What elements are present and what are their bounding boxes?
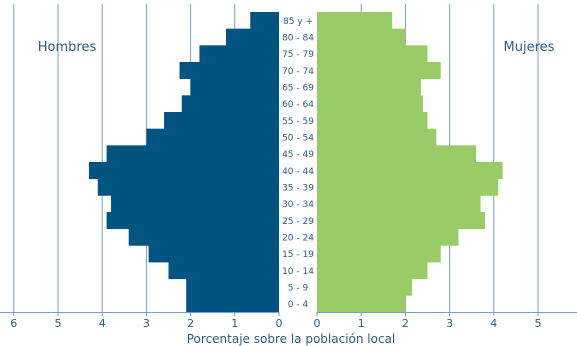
bar-hombres-5 xyxy=(106,212,280,230)
x-tick-label-right: 3 xyxy=(446,317,453,330)
bar-mujeres-5 xyxy=(317,212,485,230)
age-group-label: 30 - 34 xyxy=(282,200,314,210)
bar-hombres-15 xyxy=(199,45,279,63)
x-tick-label-right: 2 xyxy=(402,317,409,330)
x-tick-label-right: 0 xyxy=(314,317,321,330)
bar-mujeres-15 xyxy=(317,45,428,63)
bar-mujeres-9 xyxy=(317,145,477,163)
x-tick-label-right: 5 xyxy=(535,317,542,330)
bar-mujeres-10 xyxy=(317,128,437,146)
bar-hombres-14 xyxy=(179,62,279,80)
bar-mujeres-14 xyxy=(317,62,441,80)
bar-mujeres-16 xyxy=(317,28,406,46)
bar-hombres-8 xyxy=(88,162,279,180)
bar-hombres-10 xyxy=(146,128,279,146)
x-tick-label-left: 2 xyxy=(187,317,194,330)
bar-hombres-4 xyxy=(128,228,279,246)
legend-hombres: Hombres xyxy=(38,40,97,55)
bar-hombres-7 xyxy=(97,178,279,196)
age-group-label: 85 y + xyxy=(283,17,313,27)
bar-hombres-9 xyxy=(106,145,280,163)
bar-hombres-3 xyxy=(148,245,279,263)
x-tick-label-left: 5 xyxy=(55,317,62,330)
age-group-label: 10 - 14 xyxy=(282,267,314,277)
bar-hombres-1 xyxy=(186,278,279,296)
bar-hombres-16 xyxy=(225,28,279,46)
bar-mujeres-3 xyxy=(317,245,441,263)
age-group-label: 0 - 4 xyxy=(288,300,309,310)
x-axis: 6 5 4 3 2 1 0 0 1 2 3 4 5 xyxy=(0,312,577,330)
bar-hombres-6 xyxy=(111,195,279,213)
bar-mujeres-12 xyxy=(317,95,424,113)
bar-hombres-12 xyxy=(181,95,279,113)
bar-mujeres-6 xyxy=(317,195,481,213)
age-group-label: 5 - 9 xyxy=(288,284,309,294)
age-group-labels: 0 - 4 5 - 9 10 - 14 15 - 19 20 - 24 25 - 29 30… xyxy=(282,17,314,310)
x-tick-label-right: 4 xyxy=(490,317,497,330)
age-group-label: 15 - 19 xyxy=(282,250,314,260)
bar-hombres-2 xyxy=(168,262,279,280)
bar-mujeres-1 xyxy=(317,278,413,296)
age-group-label: 75 - 79 xyxy=(282,50,314,60)
legend-mujeres: Mujeres xyxy=(504,40,555,55)
bar-mujeres-7 xyxy=(317,178,499,196)
bar-mujeres-17 xyxy=(317,12,393,30)
x-axis-label: Porcentaje sobre la población local xyxy=(187,332,396,346)
age-group-label: 35 - 39 xyxy=(282,184,314,194)
bar-mujeres-2 xyxy=(317,262,428,280)
x-tick-label-left: 1 xyxy=(231,317,238,330)
age-group-label: 70 - 74 xyxy=(282,67,314,77)
bar-hombres-17 xyxy=(250,12,279,30)
bar-mujeres-11 xyxy=(317,112,428,130)
age-group-label: 80 - 84 xyxy=(282,34,314,44)
bar-hombres-11 xyxy=(164,112,279,130)
bar-mujeres-4 xyxy=(317,228,459,246)
x-tick-label-left: 3 xyxy=(143,317,150,330)
age-group-label: 65 - 69 xyxy=(282,84,314,94)
bars xyxy=(88,12,503,313)
x-tick-label-left: 4 xyxy=(99,317,106,330)
bar-hombres-13 xyxy=(190,78,279,96)
age-group-label: 50 - 54 xyxy=(282,134,314,144)
x-tick-label-left: 0 xyxy=(276,317,283,330)
age-group-label: 25 - 29 xyxy=(282,217,314,227)
age-group-label: 40 - 44 xyxy=(282,167,314,177)
bar-mujeres-0 xyxy=(317,295,406,313)
age-group-label: 60 - 64 xyxy=(282,100,314,110)
x-tick-label-left: 6 xyxy=(10,317,17,330)
x-tick-label-right: 1 xyxy=(358,317,365,330)
bar-hombres-0 xyxy=(186,295,279,313)
bar-mujeres-13 xyxy=(317,78,421,96)
bar-mujeres-8 xyxy=(317,162,503,180)
age-group-label: 45 - 49 xyxy=(282,150,314,160)
age-group-label: 55 - 59 xyxy=(282,117,314,127)
age-group-label: 20 - 24 xyxy=(282,234,314,244)
